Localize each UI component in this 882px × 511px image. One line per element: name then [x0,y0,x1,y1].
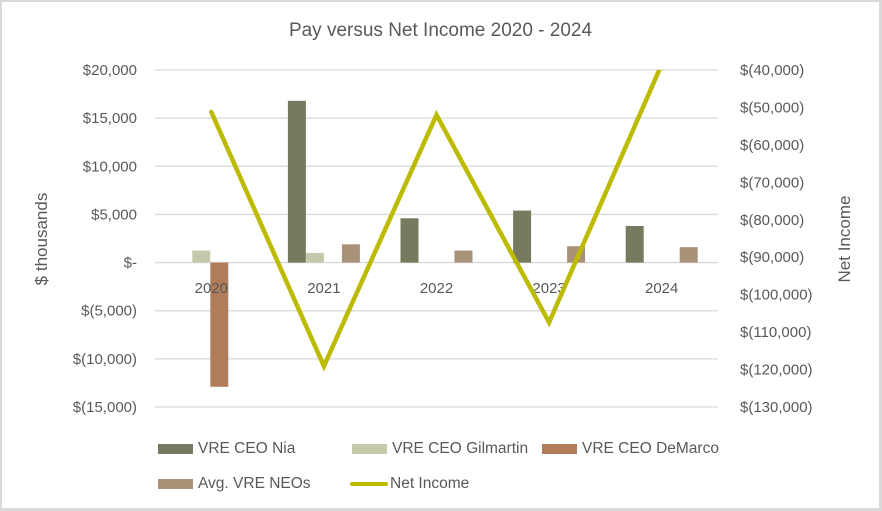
bar [454,250,473,263]
y2-tick-label: $(90,000) [740,249,804,266]
y2-tick-label: $(50,000) [740,99,804,116]
y-tick-label: $(5,000) [81,303,137,320]
x-tick-label: 2022 [420,280,453,297]
bar [210,262,229,387]
legend-item-gilmartin: VRE CEO Gilmartin [352,440,528,458]
y2-tick-label: $(120,000) [740,362,813,379]
y-tick-label: $5,000 [91,206,137,223]
y2-tick-label: $(110,000) [740,324,811,341]
legend-swatch [158,444,193,454]
x-tick-label: 2024 [645,280,678,297]
legend-label: Net Income [390,475,470,492]
y-tick-label: $(10,000) [73,351,137,368]
x-tick-label: 2023 [532,280,565,297]
y2-tick-label: $(60,000) [740,137,804,154]
legend-label: VRE CEO DeMarco [582,440,719,457]
y-tick-label: $(15,000) [73,399,137,416]
bar [679,247,698,263]
legend-item-nia: VRE CEO Nia [158,440,295,458]
legend-line-swatch [350,482,388,486]
y2-tick-label: $(130,000) [740,399,813,416]
legend-swatch [158,479,193,489]
legend-item-avg-neos: Avg. VRE NEOs [158,475,311,493]
legend-item-demarco: VRE CEO DeMarco [542,440,719,458]
bar [341,244,360,263]
legend-swatch [542,444,577,454]
bar [400,218,419,263]
legend-swatch [352,444,387,454]
y-tick-label: $- [124,255,137,272]
y-axis-title: $ thousands [32,193,51,286]
x-tick-label: 2020 [195,280,228,297]
y-axis-right: $(40,000) $(50,000) $(60,000) $(70,000) $(80… [740,62,813,416]
legend-label: Avg. VRE NEOs [198,475,311,492]
legend-label: VRE CEO Nia [198,440,296,457]
bar [305,252,324,263]
y-tick-label: $20,000 [83,62,137,79]
bar [513,210,532,263]
bar-series [192,100,698,387]
bar [192,250,211,263]
y2-tick-label: $(70,000) [740,174,804,191]
y2-axis-title: Net Income [835,196,854,283]
y-axis-left: $20,000 $15,000 $10,000 $5,000 $- $(5,000) $(1… [73,62,137,416]
legend-item-net-income: Net Income [350,475,469,493]
chart-title: Pay versus Net Income 2020 - 2024 [288,20,593,41]
legend-label: VRE CEO Gilmartin [392,440,529,457]
y-tick-label: $10,000 [83,158,137,175]
bar [625,225,644,263]
net-income-line-path [209,70,662,372]
y2-tick-label: $(40,000) [740,62,804,79]
x-tick-label: 2021 [307,280,340,297]
net-income-line [209,70,662,372]
y-tick-label: $15,000 [83,110,137,127]
bar [287,100,306,263]
y2-tick-label: $(80,000) [740,212,804,229]
y2-tick-label: $(100,000) [740,287,813,304]
x-axis-labels: 2020 2021 2022 2023 2024 [195,280,679,297]
